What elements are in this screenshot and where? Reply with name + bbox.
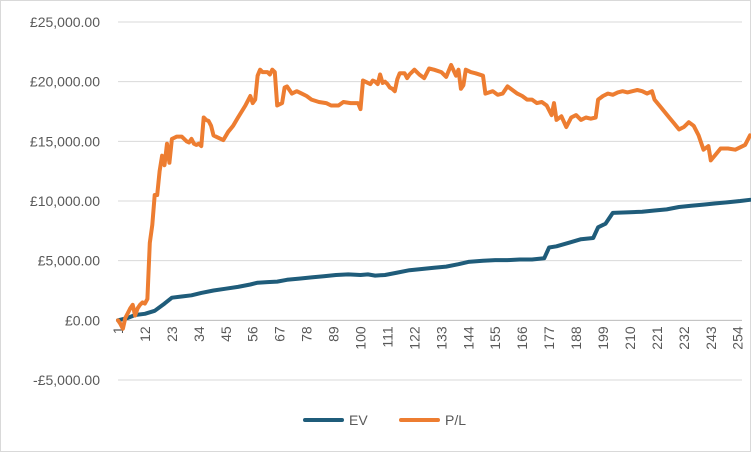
x-tick-label: 221 xyxy=(649,326,665,350)
x-tick-label: 188 xyxy=(568,326,584,350)
x-tick-label: 144 xyxy=(460,326,476,350)
y-tick-label: £15,000.00 xyxy=(30,133,100,149)
y-tick-label: £25,000.00 xyxy=(30,14,100,30)
gridlines xyxy=(118,21,742,381)
y-tick-label: £0.00 xyxy=(65,312,100,328)
y-tick-label: £20,000.00 xyxy=(30,74,100,90)
x-tick-label: 122 xyxy=(406,326,422,350)
x-tick-label: 210 xyxy=(622,326,638,350)
legend: EV P/L xyxy=(303,412,466,428)
series-line-p-l xyxy=(116,63,751,331)
y-tick-label: -£5,000.00 xyxy=(33,372,100,388)
y-tick-label: £10,000.00 xyxy=(30,193,100,209)
x-tick-label: 12 xyxy=(137,326,153,342)
x-tick-label: 133 xyxy=(433,326,449,350)
legend-label: EV xyxy=(349,412,368,428)
x-tick-label: 100 xyxy=(353,326,369,350)
x-tick-label: 23 xyxy=(164,326,180,342)
y-tick-label: £5,000.00 xyxy=(38,253,100,269)
x-tick-label: 45 xyxy=(218,326,234,342)
x-tick-label: 177 xyxy=(541,326,557,350)
x-tick-label: 78 xyxy=(299,326,315,342)
x-tick-label: 89 xyxy=(326,326,342,342)
x-tick-label: 166 xyxy=(514,326,530,350)
series-line-ev xyxy=(116,197,751,323)
series-lines xyxy=(116,63,751,331)
x-tick-label: 34 xyxy=(191,326,207,342)
legend-label: P/L xyxy=(445,412,466,428)
x-tick-label: 155 xyxy=(487,326,503,350)
x-tick-label: 67 xyxy=(272,326,288,342)
x-tick-label: 199 xyxy=(595,326,611,350)
x-axis-tick-labels: 1 12 23 34 45 56 67 78 89 100 111 122 133 144 155 166 17… xyxy=(110,326,746,350)
x-tick-label: 232 xyxy=(676,326,692,350)
y-axis-tick-labels: £25,000.00 £20,000.00 £15,000.00 £10,000.00… xyxy=(30,14,100,388)
x-tick-label: 56 xyxy=(245,326,261,342)
x-tick-label: 243 xyxy=(703,326,719,350)
x-tick-label: 1 xyxy=(110,326,126,334)
x-tick-label: 254 xyxy=(730,326,746,350)
x-tick-label: 111 xyxy=(379,326,395,347)
